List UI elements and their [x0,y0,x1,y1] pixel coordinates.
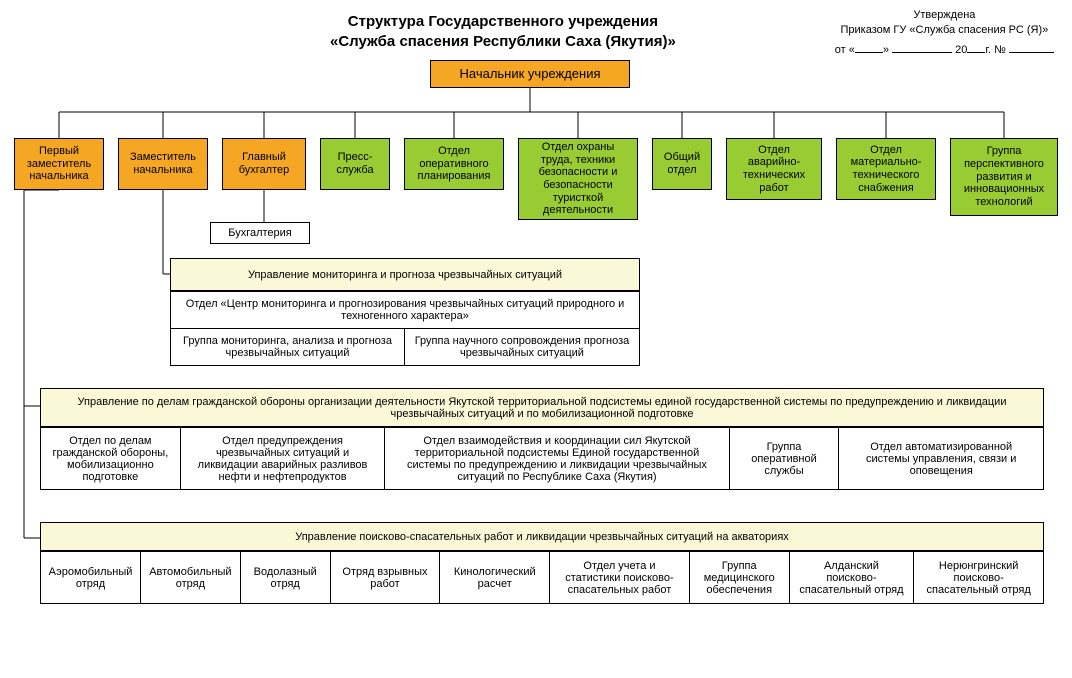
press-box: Пресс-служба [320,138,390,190]
title-line1: Структура Государственного учреждения [330,12,676,32]
monitoring-dept: Отдел «Центр мониторинга и прогнозирован… [171,292,639,328]
first-deputy-label: Первый заместитель начальника [21,145,97,183]
year-suffix: г. № [985,44,1006,56]
r-c2: Автомобильный отряд [141,552,241,603]
monitoring-title: Управление мониторинга и прогноза чрезвы… [171,259,639,291]
chart-title: Структура Государственного учреждения «С… [330,12,676,51]
chief-acc-box: Главный бухгалтер [222,138,306,190]
r-c8: Алданский поисково-спасательный отряд [790,552,915,603]
r-c1: Аэромобильный отряд [41,552,141,603]
r-c3: Водолазный отряд [241,552,331,603]
general-label: Общий отдел [659,151,705,176]
monitoring-block: Управление мониторинга и прогноза чрезвы… [170,258,640,366]
date-mid: » [883,44,889,56]
approval-block: Утверждена Приказом ГУ «Служба спасения … [835,8,1054,58]
approval-date-line: от « » 20 г. № [835,43,1054,58]
avar-box: Отдел аварийно-технических работ [726,138,822,200]
cd-c5: Отдел автоматизированной системы управле… [839,428,1043,489]
title-line2: «Служба спасения Республики Саха (Якутия… [330,32,676,52]
r-c5: Кинологический расчет [440,552,550,603]
deputy-label: Заместитель начальника [125,151,201,176]
plan-box: Отдел оперативного планирования [404,138,504,190]
cd-c4: Группа оперативной службы [730,428,840,489]
head-box: Начальник учреждения [430,60,630,88]
approval-line2: Приказом ГУ «Служба спасения РС (Я)» [835,23,1054,38]
accounting-sub-box: Бухгалтерия [210,222,310,244]
perspect-box: Группа перспективного развития и инновац… [950,138,1058,216]
year-prefix: 20 [955,44,967,56]
r-c6: Отдел учета и статистики поисково-спасат… [550,552,690,603]
avar-label: Отдел аварийно-технических работ [733,144,815,195]
monitoring-g1: Группа мониторинга, анализа и прогноза ч… [171,329,405,365]
cd-c3: Отдел взаимодействия и координации сил Я… [385,428,729,489]
date-prefix: от « [835,44,855,56]
accounting-sub-label: Бухгалтерия [228,227,292,240]
civil-defense-block: Управление по делам гражданской обороны … [40,388,1044,490]
general-box: Общий отдел [652,138,712,190]
matteh-box: Отдел материально-технического снабжения [836,138,936,200]
cd-c1: Отдел по делам гражданской обороны, моби… [41,428,181,489]
matteh-label: Отдел материально-технического снабжения [843,144,929,195]
r-c9: Нерюнгринский поисково-спасательный отря… [914,552,1043,603]
safety-box: Отдел охраны труда, техники безопасности… [518,138,638,220]
cd-c2: Отдел предупреждения чрезвычайных ситуац… [181,428,386,489]
first-deputy-box: Первый заместитель начальника [14,138,104,190]
head-label: Начальник учреждения [459,67,600,82]
civil-defense-title: Управление по делам гражданской обороны … [41,389,1043,427]
perspect-label: Группа перспективного развития и инновац… [957,145,1051,208]
approval-line1: Утверждена [835,8,1054,23]
deputy-box: Заместитель начальника [118,138,208,190]
press-label: Пресс-служба [327,151,383,176]
rescue-block: Управление поисково-спасательных работ и… [40,522,1044,604]
monitoring-g2: Группа научного сопровождения прогноза ч… [405,329,639,365]
r-c4: Отряд взрывных работ [331,552,441,603]
chief-acc-label: Главный бухгалтер [229,151,299,176]
plan-label: Отдел оперативного планирования [411,145,497,183]
safety-label: Отдел охраны труда, техники безопасности… [525,141,631,217]
rescue-title: Управление поисково-спасательных работ и… [41,523,1043,551]
r-c7: Группа медицинского обеспечения [690,552,790,603]
